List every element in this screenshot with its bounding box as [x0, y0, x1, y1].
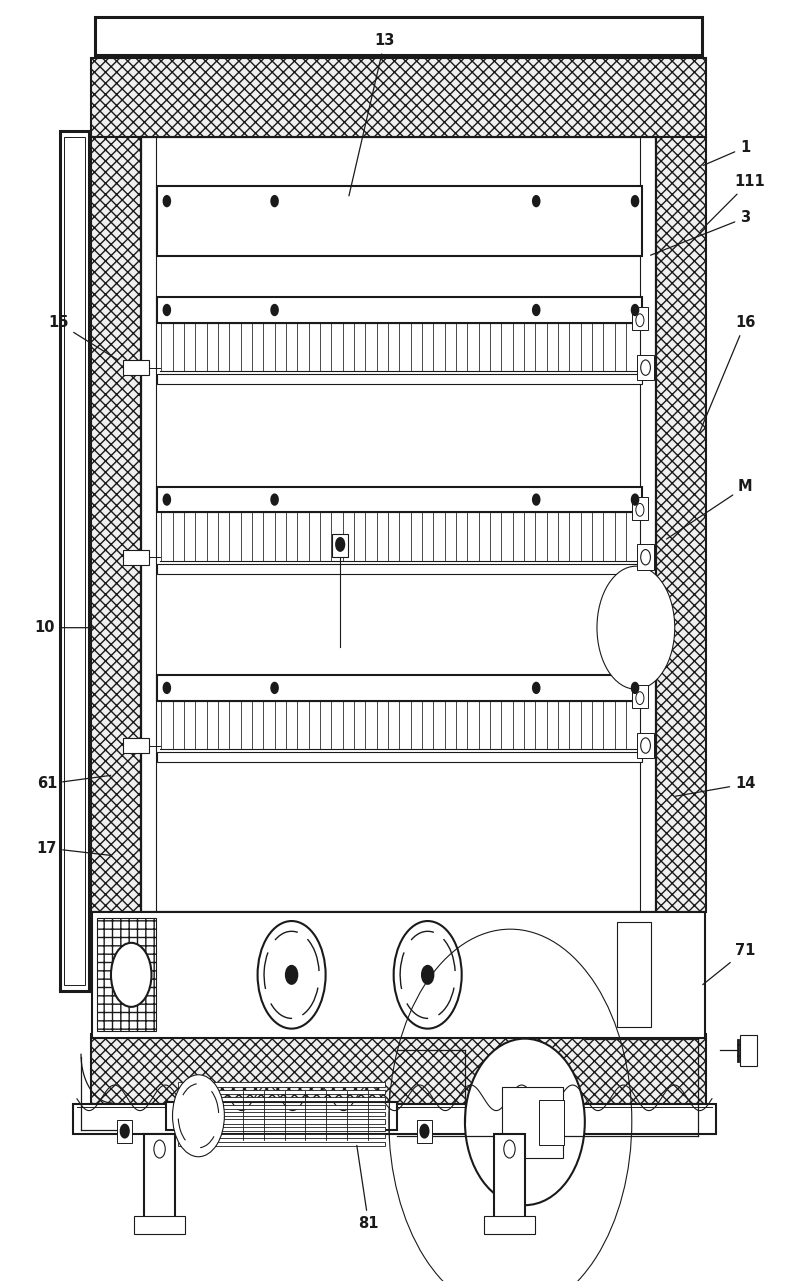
Circle shape — [641, 360, 650, 375]
Bar — [123, 738, 149, 753]
Circle shape — [271, 196, 278, 206]
Text: 3: 3 — [650, 210, 750, 255]
Text: 81: 81 — [357, 1145, 379, 1231]
Bar — [417, 1120, 432, 1143]
Bar — [740, 1035, 757, 1066]
Text: 16: 16 — [699, 315, 756, 433]
Circle shape — [632, 196, 638, 206]
Circle shape — [533, 494, 539, 505]
Circle shape — [641, 550, 650, 565]
Circle shape — [164, 683, 170, 693]
Bar — [157, 186, 642, 256]
Circle shape — [636, 314, 644, 327]
Bar — [60, 131, 89, 991]
Bar — [97, 918, 156, 1031]
Circle shape — [154, 1140, 165, 1158]
Bar — [637, 733, 654, 758]
Text: M: M — [667, 479, 752, 539]
Circle shape — [533, 305, 539, 315]
Text: 15: 15 — [48, 315, 117, 360]
Text: 14: 14 — [675, 776, 756, 797]
Circle shape — [336, 538, 344, 551]
Bar — [91, 58, 706, 137]
Bar — [484, 1216, 535, 1234]
Circle shape — [271, 683, 278, 693]
Circle shape — [420, 1125, 428, 1138]
Text: 71: 71 — [703, 943, 756, 985]
Bar — [157, 374, 642, 384]
Circle shape — [533, 683, 539, 693]
Circle shape — [164, 305, 170, 315]
Bar — [178, 1082, 385, 1086]
Bar — [178, 1098, 385, 1102]
Bar — [178, 1090, 385, 1094]
Text: 111: 111 — [700, 174, 765, 231]
Text: 1: 1 — [703, 140, 750, 165]
Bar — [632, 307, 648, 330]
Bar — [632, 685, 648, 708]
Bar — [166, 1102, 397, 1130]
Ellipse shape — [465, 1039, 585, 1205]
Bar — [178, 1120, 385, 1123]
Bar — [117, 1120, 132, 1143]
Circle shape — [286, 966, 297, 984]
Circle shape — [636, 503, 644, 516]
Bar — [91, 1034, 706, 1104]
Circle shape — [164, 196, 170, 206]
Text: 13: 13 — [349, 33, 395, 196]
Bar — [141, 137, 656, 912]
Circle shape — [173, 1075, 224, 1157]
Bar — [332, 534, 348, 557]
Circle shape — [533, 196, 539, 206]
Circle shape — [164, 494, 170, 505]
Bar — [157, 675, 642, 701]
Bar — [539, 1100, 564, 1145]
Bar — [178, 1112, 385, 1116]
Bar — [178, 1104, 385, 1109]
Bar — [123, 360, 149, 375]
Bar — [157, 564, 642, 574]
Bar — [656, 137, 706, 912]
Bar — [178, 1127, 385, 1131]
Circle shape — [632, 305, 638, 315]
Bar — [178, 1134, 385, 1139]
Bar — [494, 1134, 525, 1221]
Circle shape — [597, 566, 675, 689]
Circle shape — [111, 943, 151, 1007]
Text: 10: 10 — [34, 620, 93, 635]
Circle shape — [271, 305, 278, 315]
Bar — [502, 1088, 563, 1158]
Bar — [617, 922, 651, 1027]
Bar — [637, 355, 654, 380]
Circle shape — [632, 494, 638, 505]
Bar — [157, 487, 642, 512]
Circle shape — [121, 1125, 129, 1138]
Circle shape — [504, 1140, 515, 1158]
Circle shape — [394, 921, 462, 1029]
Bar — [632, 497, 648, 520]
Bar — [178, 1141, 385, 1145]
Circle shape — [422, 966, 433, 984]
Bar — [157, 752, 642, 762]
Circle shape — [632, 683, 638, 693]
Bar — [64, 137, 85, 985]
Bar — [73, 1104, 716, 1134]
Bar — [157, 297, 642, 323]
Circle shape — [271, 494, 278, 505]
Bar — [637, 544, 654, 570]
Bar — [144, 1134, 175, 1221]
Circle shape — [641, 738, 650, 753]
Bar — [123, 550, 149, 565]
Circle shape — [636, 692, 644, 705]
Text: 61: 61 — [36, 775, 111, 792]
Bar — [91, 137, 141, 912]
Text: 17: 17 — [36, 840, 111, 856]
Bar — [134, 1216, 185, 1234]
Circle shape — [258, 921, 326, 1029]
Bar — [92, 912, 705, 1038]
Bar — [95, 17, 702, 55]
